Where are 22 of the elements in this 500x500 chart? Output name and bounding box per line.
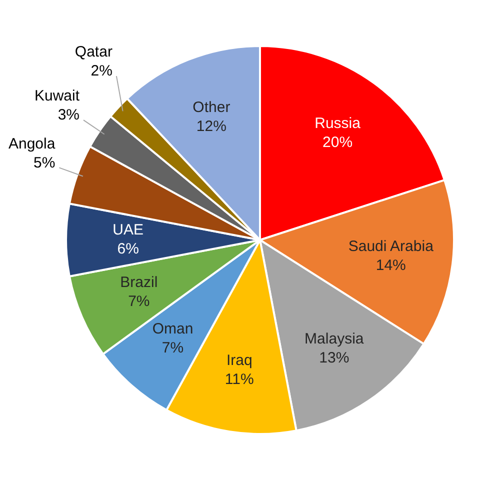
data-label: 20% [322, 134, 353, 151]
slice-label: Saudi Arabia [348, 238, 434, 256]
data-label: 7% [128, 293, 150, 310]
data-label: 13% [319, 350, 350, 367]
slice-label: Angola [8, 135, 56, 152]
slice-label: UAE [112, 222, 144, 239]
data-label: 6% [117, 240, 139, 258]
slice-label: Other [192, 98, 230, 116]
data-label: 7% [162, 340, 184, 357]
slice-label: Brazil [120, 274, 158, 292]
data-label: 14% [376, 257, 406, 274]
data-label: 12% [196, 118, 226, 135]
slice-label: Kuwait [34, 88, 80, 105]
slice-label: Qatar [74, 44, 112, 61]
slice-label: Russia [314, 114, 362, 132]
data-label: 2% [90, 62, 112, 80]
slice-label: Iraq [226, 352, 252, 369]
data-label: 11% [224, 370, 254, 388]
slice-label: Oman [152, 320, 194, 338]
data-label: 5% [34, 154, 56, 172]
data-label: 3% [58, 106, 80, 124]
slice-label: Malaysia [304, 330, 364, 348]
